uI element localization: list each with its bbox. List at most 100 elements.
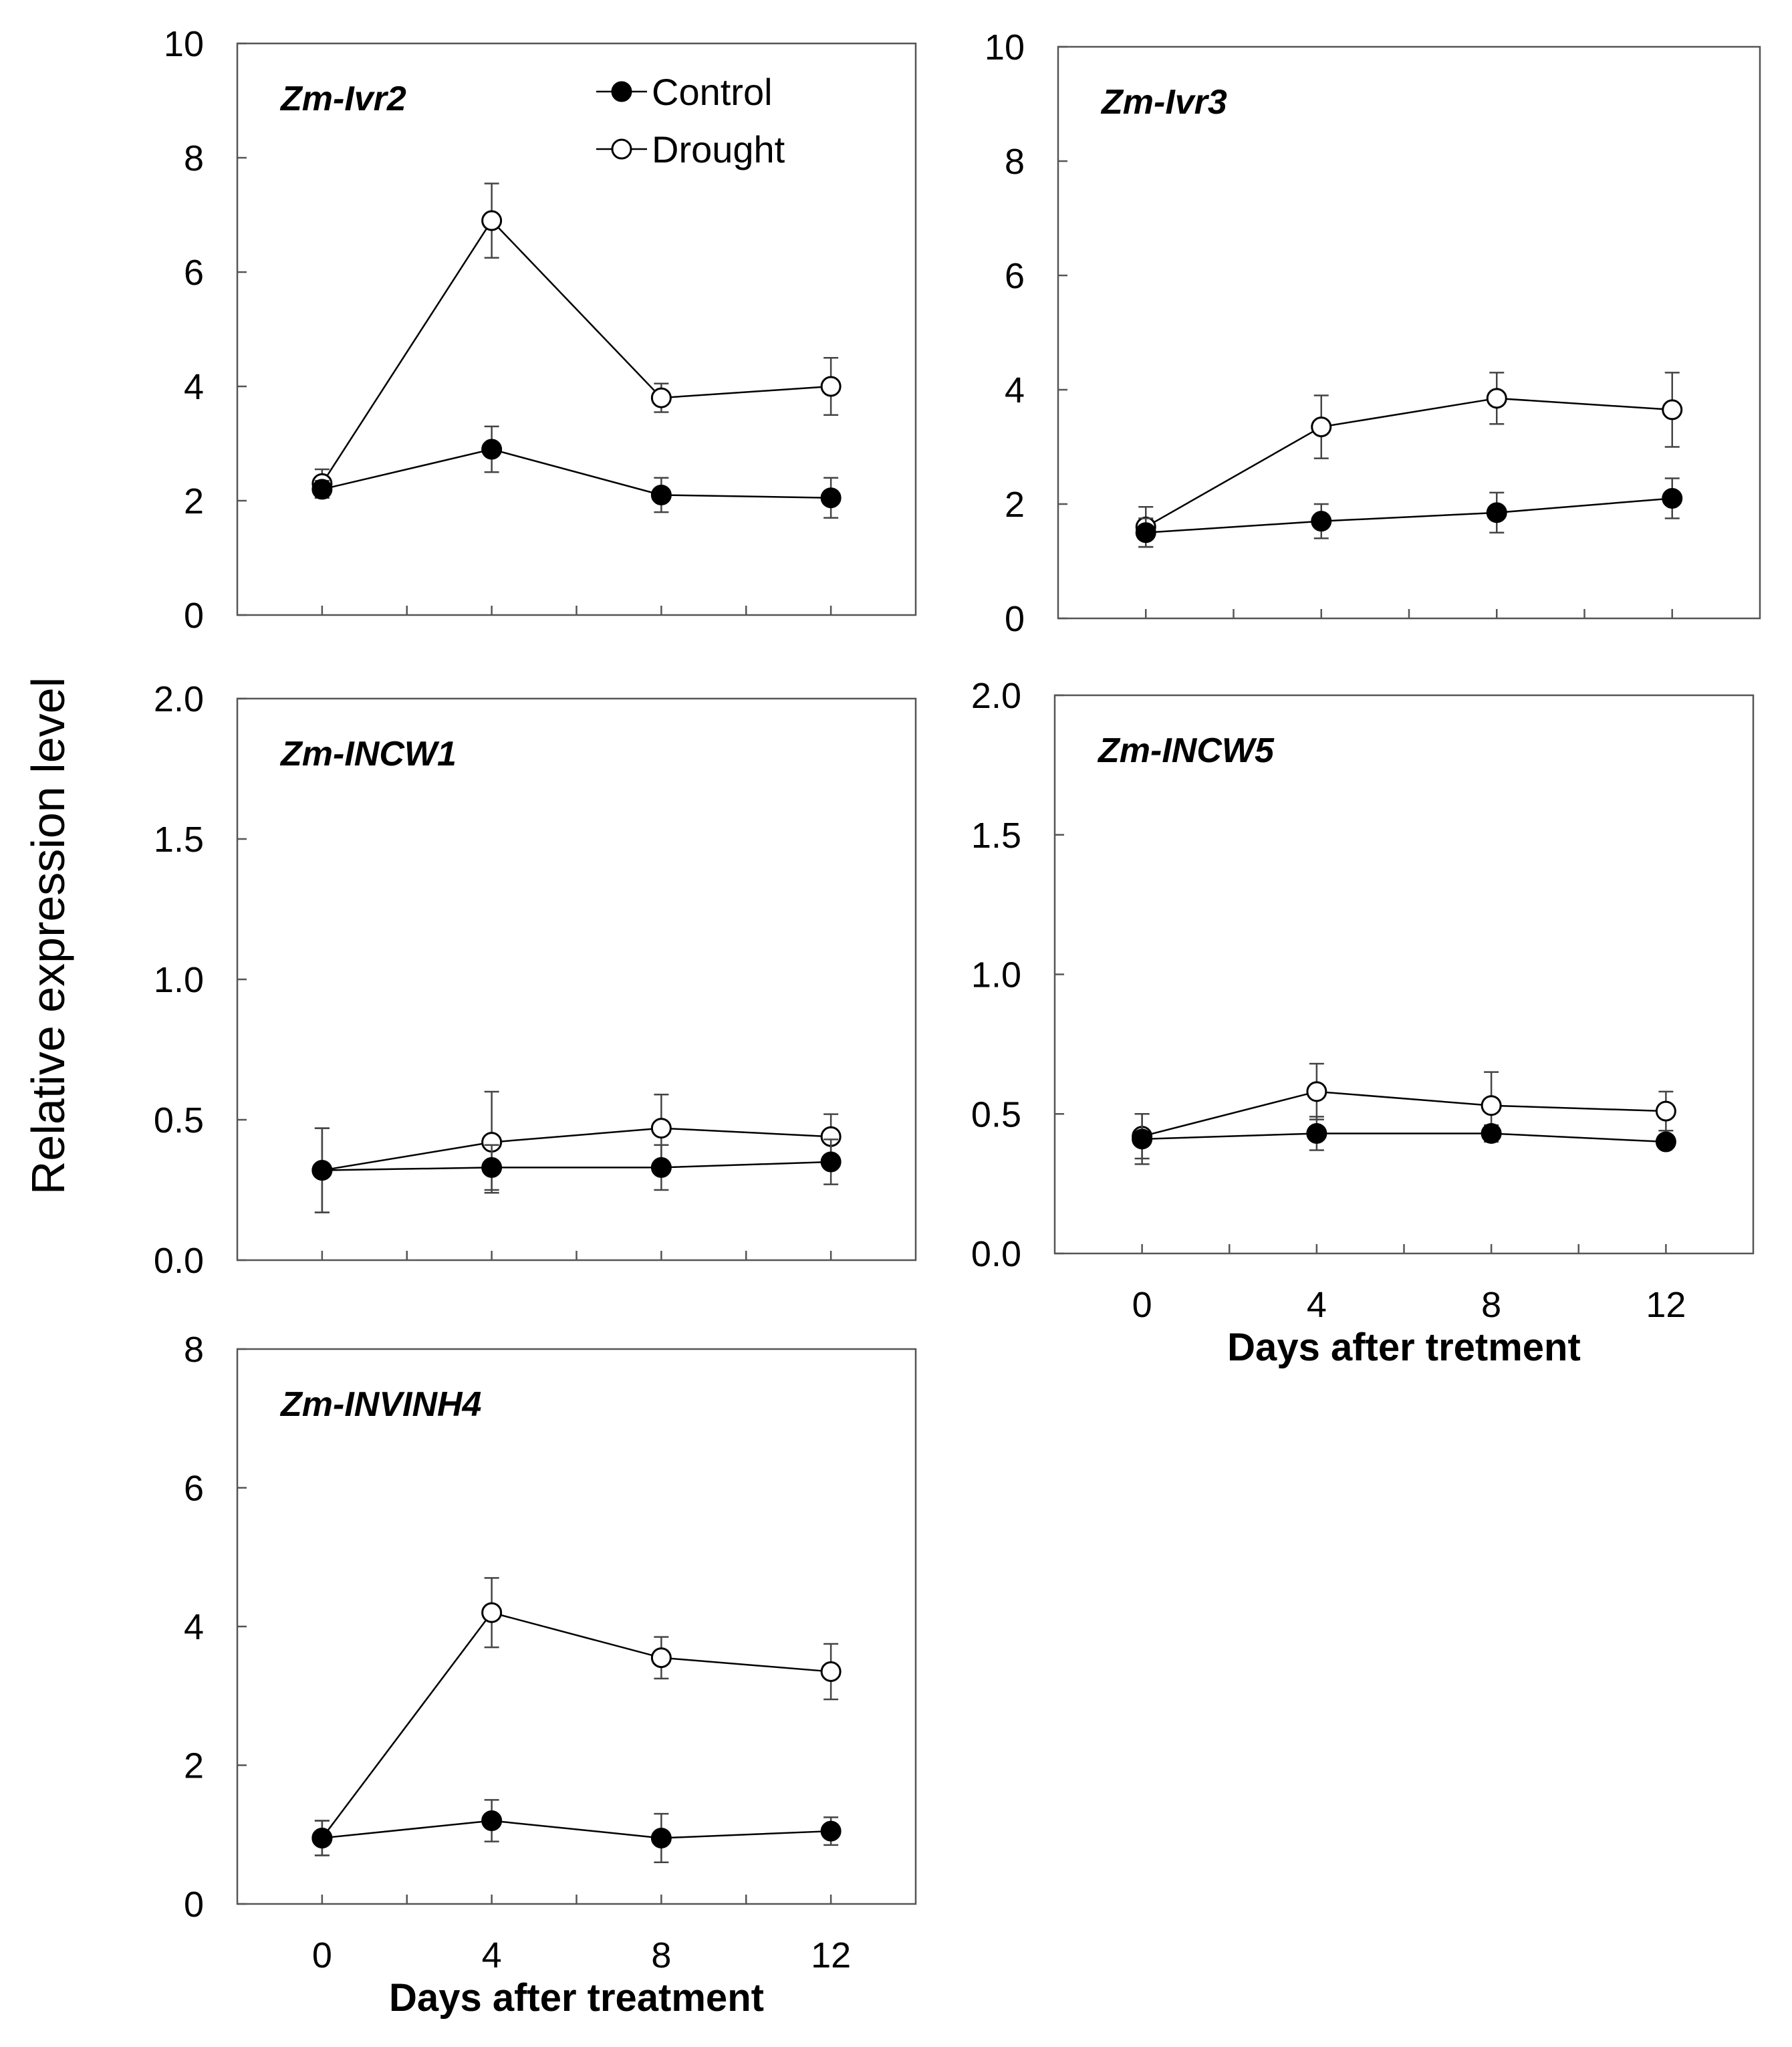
data-point <box>481 1810 503 1831</box>
series-line <box>321 1611 831 1839</box>
data-point <box>650 1118 672 1139</box>
data-point <box>1481 1122 1502 1144</box>
x-tick-label: 8 <box>1481 1285 1501 1325</box>
y-tick-label: 2 <box>184 481 204 521</box>
x-axis-title: Days after treatment <box>389 1976 764 2020</box>
data-point <box>311 1160 333 1181</box>
data-point <box>481 1157 503 1178</box>
y-tick-label: 2.0 <box>154 679 204 719</box>
series-line <box>322 1820 831 1839</box>
y-tick-label: 0 <box>184 1885 204 1925</box>
data-point <box>1306 1122 1327 1144</box>
data-point <box>650 1157 672 1178</box>
y-tick-label: 2 <box>184 1746 204 1786</box>
series-line <box>1142 1090 1666 1137</box>
x-axis-title: Days after tretment <box>1227 1326 1581 1369</box>
data-point <box>1662 399 1683 420</box>
y-tick-label: 10 <box>985 27 1025 68</box>
y-tick-label: 1.0 <box>971 955 1021 995</box>
series-control <box>1132 1113 1676 1165</box>
chart-panel-4: 0 2 4 6 8 0 4 8 12 Zm-INVINH4 Days after treatment <box>184 1330 917 2020</box>
data-point <box>820 487 842 509</box>
data-point <box>1135 522 1156 544</box>
data-point <box>311 479 333 500</box>
data-point <box>1306 1081 1327 1102</box>
data-point <box>820 376 842 397</box>
chart-panel-0: 0 2 4 6 8 10 Zm-Ivr2 Control Drought <box>164 24 917 636</box>
data-point <box>1655 1100 1676 1122</box>
y-tick-label: 8 <box>1005 142 1025 182</box>
legend-label-drought: Drought <box>652 128 785 170</box>
series-control <box>1135 477 1683 548</box>
x-tick-label: 8 <box>651 1935 671 1975</box>
data-point <box>820 1661 842 1682</box>
series-line <box>322 1127 831 1171</box>
data-point <box>1311 416 1332 438</box>
y-tick-label: 0.5 <box>154 1100 204 1140</box>
x-tick-label: 4 <box>1307 1285 1327 1325</box>
data-point <box>1132 1128 1153 1150</box>
chart-panels: 0 2 4 6 8 10 Zm-Ivr2 Control Drought 0 2 4 6 8 10 Zm-Iv… <box>154 24 1761 2020</box>
legend-marker-drought <box>611 138 632 160</box>
y-tick-label: 10 <box>164 24 204 64</box>
chart-panel-2: 0.0 0.5 1.0 1.5 2.0 Zm-INCW1 <box>154 679 917 1281</box>
series-line <box>1146 497 1672 533</box>
panel-title: Zm-Ivr3 <box>1100 83 1227 122</box>
panel-title: Zm-Ivr2 <box>279 80 406 118</box>
data-point <box>820 1151 842 1173</box>
chart-panel-3: 0.0 0.5 1.0 1.5 2.0 0 4 8 12 Zm-INCW5 Days after t… <box>971 676 1755 1369</box>
y-tick-label: 1.0 <box>154 960 204 1000</box>
y-tick-label: 8 <box>184 138 204 178</box>
data-point <box>1662 487 1683 509</box>
series-line <box>321 219 831 485</box>
y-tick-label: 0 <box>184 596 204 636</box>
legend: Control Drought <box>596 71 785 170</box>
series-line <box>322 1161 831 1171</box>
series-line <box>1142 1132 1666 1143</box>
data-point <box>1311 511 1332 532</box>
x-tick-label: 4 <box>482 1935 502 1975</box>
data-point <box>650 1827 672 1848</box>
y-tick-label: 2 <box>1005 485 1025 525</box>
x-tick-label: 12 <box>811 1935 851 1975</box>
data-point <box>481 439 503 460</box>
data-point <box>650 1647 672 1669</box>
y-tick-label: 4 <box>184 367 204 407</box>
data-point <box>481 1602 503 1623</box>
x-tick-label: 0 <box>312 1935 332 1975</box>
legend-marker-control <box>611 81 632 102</box>
y-tick-label: 1.5 <box>154 820 204 860</box>
data-point <box>1486 502 1507 523</box>
data-point <box>311 1827 333 1848</box>
y-tick-label: 6 <box>1005 256 1025 296</box>
y-tick-label: 6 <box>184 1469 204 1509</box>
y-tick-label: 0.0 <box>154 1241 204 1281</box>
panel-title: Zm-INVINH4 <box>279 1385 482 1424</box>
y-tick-label: 2.0 <box>971 676 1021 716</box>
series-control <box>311 425 842 519</box>
panel-title: Zm-INCW5 <box>1097 731 1275 770</box>
data-point <box>650 484 672 505</box>
series-control <box>311 1799 842 1863</box>
x-tick-label: 0 <box>1132 1285 1152 1325</box>
chart-panel-1: 0 2 4 6 8 10 Zm-Ivr3 <box>985 27 1761 639</box>
y-axis-title: Relative expression level <box>22 677 74 1195</box>
data-point <box>650 387 672 408</box>
y-tick-label: 0 <box>1005 599 1025 639</box>
data-point <box>820 1820 842 1842</box>
series-control <box>311 1127 842 1213</box>
y-tick-label: 4 <box>1005 370 1025 410</box>
y-tick-label: 0.5 <box>971 1094 1021 1134</box>
y-tick-label: 8 <box>184 1330 204 1370</box>
data-point <box>1655 1131 1676 1153</box>
series-line <box>1145 397 1672 528</box>
y-tick-label: 4 <box>184 1607 204 1647</box>
y-tick-label: 6 <box>184 253 204 293</box>
x-tick-label: 12 <box>1646 1285 1686 1325</box>
y-tick-label: 0.0 <box>971 1234 1021 1274</box>
panel-title: Zm-INCW1 <box>279 735 457 773</box>
series-line <box>322 448 831 499</box>
data-point <box>1486 388 1507 409</box>
